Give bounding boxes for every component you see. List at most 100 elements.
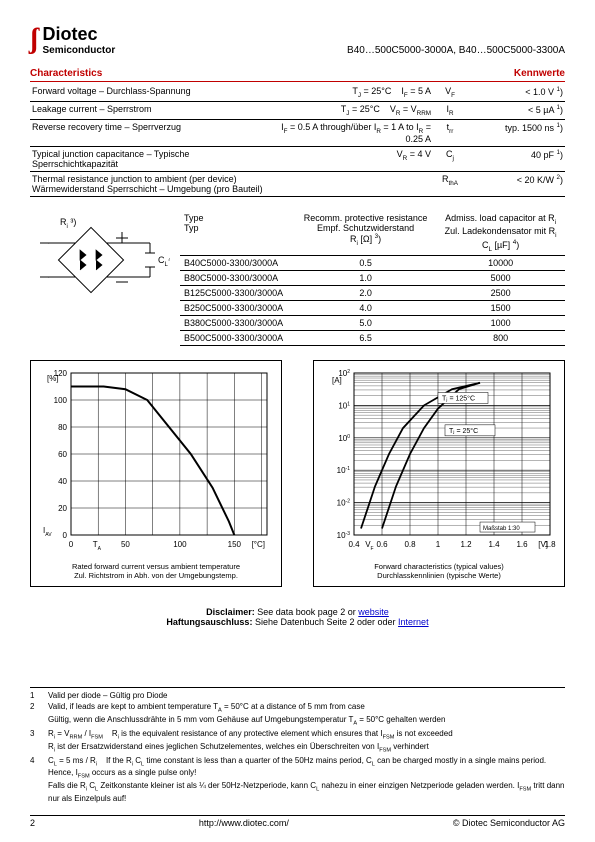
char-label: Typical junction capacitance – Typische … <box>30 147 279 172</box>
fn-text: Ri = VRRM / IFSM Ri is the equivalent re… <box>48 729 453 755</box>
char-title-right: Kennwerte <box>514 68 565 79</box>
svg-text:150: 150 <box>228 540 242 549</box>
char-label: Thermal resistance junction to ambient (… <box>30 172 279 197</box>
type-c: 800 <box>436 330 565 345</box>
svg-text:100: 100 <box>338 434 350 443</box>
svg-text:10-1: 10-1 <box>337 466 351 475</box>
char-cond: VR = 4 V <box>279 147 433 172</box>
type-r: 1.0 <box>295 270 436 285</box>
chart1-cap1: Rated forward current versus ambient tem… <box>72 562 240 571</box>
type-c: 1500 <box>436 300 565 315</box>
char-label: Reverse recovery time – Sperrverzug <box>30 119 279 147</box>
page-header: ʃ Diotec Semiconductor B40…500C5000-3000… <box>30 24 565 56</box>
disclaimer: Disclaimer: See data book page 2 or webs… <box>30 607 565 627</box>
char-cond: TJ = 25°C VR = VRRM <box>279 101 433 119</box>
char-title-left: Characteristics <box>30 68 102 79</box>
svg-text:10-3: 10-3 <box>337 531 351 540</box>
logo-icon: ʃ <box>30 24 38 56</box>
char-val: < 1.0 V 1) <box>467 84 565 101</box>
svg-text:0: 0 <box>69 540 74 549</box>
disc-de-pre: Haftungsauschluss: <box>166 617 252 627</box>
svg-text:Maßstab 1:30: Maßstab 1:30 <box>483 526 520 532</box>
svg-text:0.8: 0.8 <box>404 540 416 549</box>
chart2-cap1: Forward characteristics (typical values) <box>374 562 504 571</box>
type-name: B125C5000-3300/3000A <box>180 285 295 300</box>
footer-copy: © Diotec Semiconductor AG <box>453 818 565 828</box>
svg-text:1.2: 1.2 <box>460 540 472 549</box>
type-c: 5000 <box>436 270 565 285</box>
svg-text:[V]: [V] <box>538 540 548 549</box>
svg-text:TA: TA <box>93 540 102 552</box>
char-val: < 5 µA 1) <box>467 101 565 119</box>
type-name: B250C5000-3300/3000A <box>180 300 295 315</box>
type-r: 0.5 <box>295 255 436 270</box>
svg-text:0.6: 0.6 <box>376 540 388 549</box>
type-c: 10000 <box>436 255 565 270</box>
logo: ʃ Diotec Semiconductor <box>30 24 115 56</box>
svg-text:80: 80 <box>58 423 67 432</box>
svg-text:Ri ³): Ri ³) <box>60 217 76 230</box>
svg-text:0.4: 0.4 <box>348 540 360 549</box>
svg-text:10-2: 10-2 <box>337 498 351 507</box>
chart1-cap2: Zul. Richtstrom in Abh. von der Umgebung… <box>74 571 238 580</box>
page-num: 2 <box>30 818 35 828</box>
disc-en-pre: Disclaimer: <box>206 607 255 617</box>
char-sym: Cj <box>433 147 467 172</box>
chart2-cap2: Durchlasskennlinien (typische Werte) <box>377 571 501 580</box>
fn-num: 4 <box>30 756 42 805</box>
disc-de-link[interactable]: Internet <box>398 617 429 627</box>
svg-text:101: 101 <box>338 401 350 410</box>
type-r: 6.5 <box>295 330 436 345</box>
svg-text:60: 60 <box>58 450 67 459</box>
fn-text: Valid, if leads are kept to ambient temp… <box>48 702 445 728</box>
circuit-diagram: Ri ³) CL⁴) ~ ~ <box>30 211 170 345</box>
char-sym: trr <box>433 119 467 147</box>
svg-text:[°C]: [°C] <box>252 540 265 549</box>
svg-text:[%]: [%] <box>47 374 59 383</box>
disc-en-link[interactable]: website <box>358 607 389 617</box>
svg-text:IAV: IAV <box>43 526 52 538</box>
fn-text: CL = 5 ms / Ri If the Ri CL time constan… <box>48 756 565 805</box>
type-name: B80C5000-3300/3000A <box>180 270 295 285</box>
part-number: B40…500C5000-3000A, B40…500C5000-3300A <box>347 45 565 56</box>
type-c: 1000 <box>436 315 565 330</box>
svg-text:Tⱼ = 25°C: Tⱼ = 25°C <box>449 427 478 435</box>
fn-num: 3 <box>30 729 42 755</box>
svg-text:VF: VF <box>365 540 373 552</box>
char-label: Leakage current – Sperrstrom <box>30 101 279 119</box>
char-val: 40 pF 1) <box>467 147 565 172</box>
svg-text:1: 1 <box>436 540 441 549</box>
char-label: Forward voltage – Durchlass-Spannung <box>30 84 279 101</box>
fn-text: Valid per diode – Gültig pro Diode <box>48 691 167 701</box>
brand-sub: Semiconductor <box>42 45 115 56</box>
char-sym: RthA <box>433 172 467 197</box>
fn-num: 2 <box>30 702 42 728</box>
svg-text:50: 50 <box>121 540 130 549</box>
footnotes: 1Valid per diode – Gültig pro Diode2Vali… <box>30 687 565 805</box>
svg-text:1.6: 1.6 <box>516 540 528 549</box>
char-sym: IR <box>433 101 467 119</box>
page-footer: 2 http://www.diotec.com/ © Diotec Semico… <box>30 815 565 828</box>
characteristics-table: Forward voltage – Durchlass-Spannung TJ … <box>30 84 565 197</box>
char-cond: TJ = 25°C IF = 5 A <box>279 84 433 101</box>
chart-forward: 10-310-210-11001011020.40.60.811.21.41.6… <box>313 360 565 587</box>
svg-text:1.4: 1.4 <box>488 540 500 549</box>
type-name: B40C5000-3300/3000A <box>180 255 295 270</box>
svg-text:100: 100 <box>54 396 68 405</box>
type-table: TypeTyp Recomm. protective resistanceEmp… <box>180 211 565 345</box>
chart-derating: 020406080100120050100150[%][°C]IAVTA Rat… <box>30 360 282 587</box>
svg-text:CL⁴): CL⁴) <box>158 255 170 268</box>
footer-url: http://www.diotec.com/ <box>199 818 289 828</box>
char-cond: IF = 0.5 A through/über IR = 1 A to IR =… <box>279 119 433 147</box>
char-val: < 20 K/W 2) <box>467 172 565 197</box>
type-r: 4.0 <box>295 300 436 315</box>
type-name: B380C5000-3300/3000A <box>180 315 295 330</box>
svg-text:40: 40 <box>58 477 67 486</box>
th-r: Recomm. protective resistanceEmpf. Schut… <box>295 211 436 255</box>
characteristics-header: Characteristics Kennwerte <box>30 68 565 82</box>
type-r: 2.0 <box>295 285 436 300</box>
char-sym: VF <box>433 84 467 101</box>
th-type: TypeTyp <box>180 211 295 255</box>
brand-name: Diotec <box>42 24 115 45</box>
disc-en: See data book page 2 or <box>255 607 359 617</box>
